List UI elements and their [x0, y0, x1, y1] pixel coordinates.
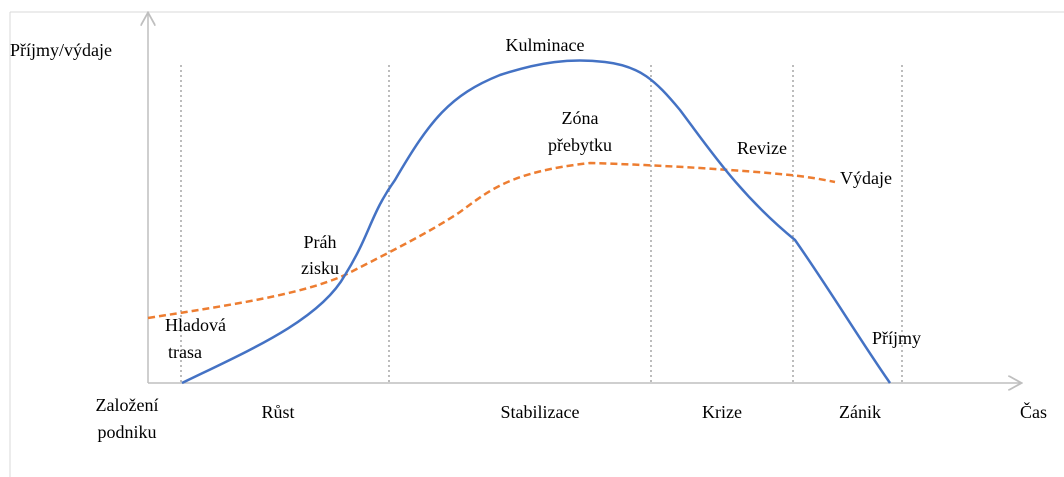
- phase-label: Stabilizace: [501, 402, 580, 422]
- annotation: trasa: [168, 342, 202, 362]
- phase-label: Krize: [702, 402, 742, 422]
- curve-label: Výdaje: [840, 168, 892, 188]
- x-axis-label: Čas: [1020, 401, 1047, 422]
- start-label: Založení: [96, 395, 159, 415]
- annotation: zisku: [301, 258, 339, 278]
- annotation: Hladová: [165, 315, 226, 335]
- y-axis-label: Příjmy/výdaje: [10, 40, 112, 60]
- start-label: podniku: [97, 422, 156, 442]
- phase-dividers: [180, 65, 903, 383]
- annotation: Kulminace: [506, 35, 585, 55]
- curve-label: Příjmy: [872, 328, 921, 348]
- annotation: přebytku: [548, 135, 612, 155]
- annotation: Revize: [737, 138, 787, 158]
- phase-label: Růst: [261, 402, 294, 422]
- phase-label: Zánik: [839, 402, 881, 422]
- expenses-curve: [147, 161, 836, 320]
- annotation: Práh: [304, 232, 337, 252]
- annotation: Zóna: [562, 108, 599, 128]
- revenue-curve: [181, 59, 892, 385]
